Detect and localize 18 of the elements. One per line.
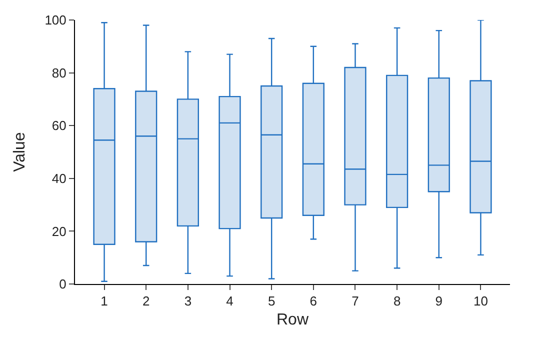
y-tick-label: 40: [52, 170, 66, 186]
y-tick-label: 60: [52, 118, 66, 134]
x-tick-label: 4: [226, 294, 234, 309]
y-tick-label: 80: [52, 65, 66, 80]
x-tick-label: 6: [310, 294, 318, 309]
x-tick-label: 8: [393, 294, 401, 309]
y-tick-label: 100: [44, 12, 66, 28]
y-tick-label: 0: [59, 276, 66, 292]
y-axis-title: Value: [12, 132, 29, 172]
x-tick-label: 5: [268, 294, 276, 309]
x-tick-label: 3: [184, 294, 192, 309]
x-tick-label: 9: [435, 294, 443, 309]
x-tick-label: 7: [352, 294, 359, 309]
x-tick-label: 2: [142, 294, 150, 309]
x-tick-label: 1: [100, 294, 108, 309]
x-tick-label: 10: [473, 294, 488, 309]
x-axis-title: Row: [276, 311, 309, 328]
y-tick-label: 20: [52, 224, 66, 239]
